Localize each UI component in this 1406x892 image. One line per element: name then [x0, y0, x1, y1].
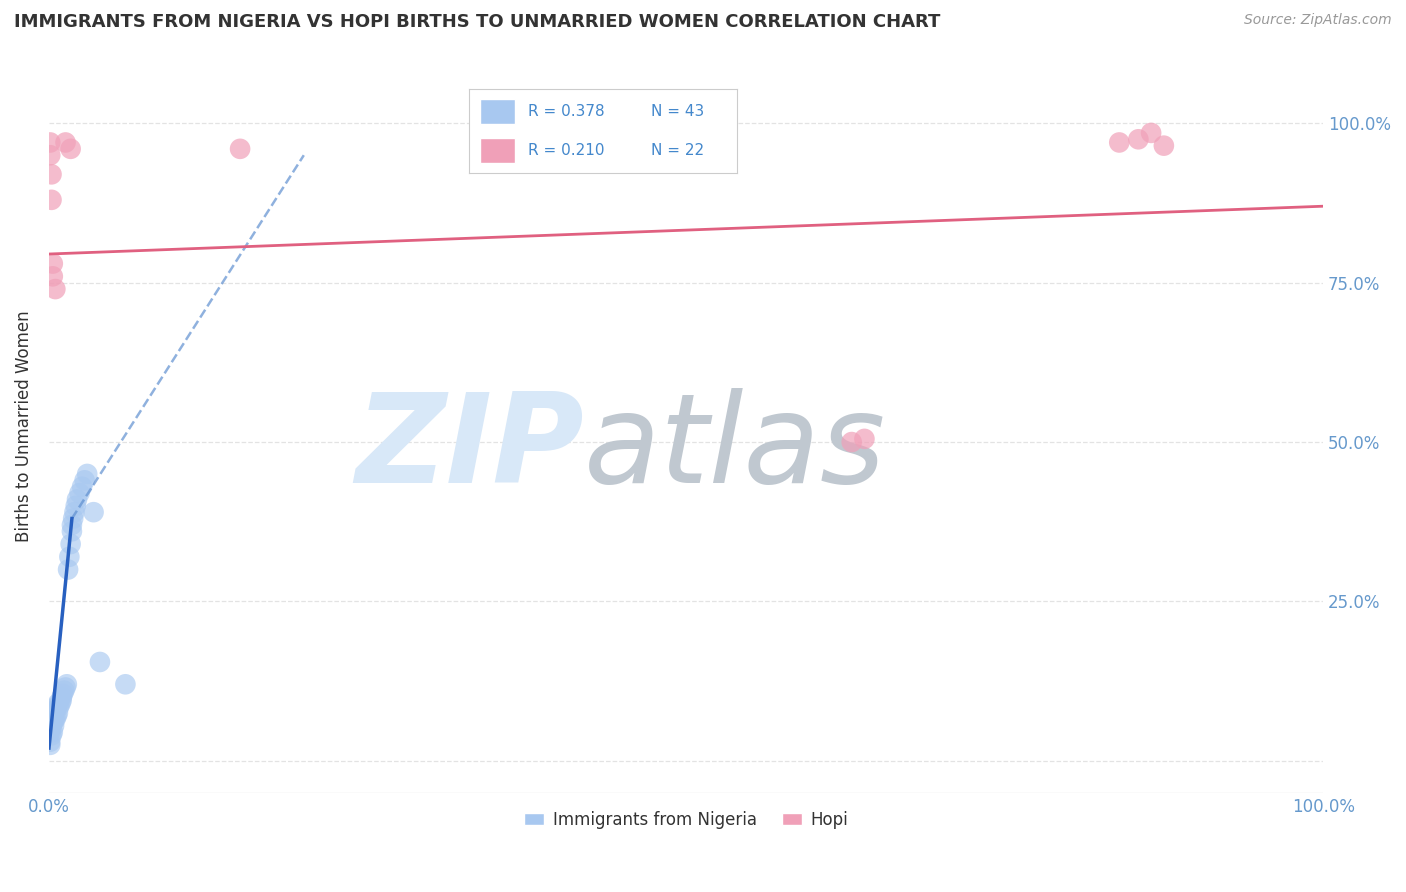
Point: [853, 432, 876, 446]
Point: [42, 715, 65, 730]
Point: [42, 709, 65, 723]
Point: [70, 480, 93, 494]
Point: [46, 697, 69, 711]
Text: IMMIGRANTS FROM NIGERIA VS HOPI BIRTHS TO UNMARRIED WOMEN CORRELATION CHART: IMMIGRANTS FROM NIGERIA VS HOPI BIRTHS T…: [14, 13, 941, 31]
Point: [42, 712, 65, 726]
Legend: Immigrants from Nigeria, Hopi: Immigrants from Nigeria, Hopi: [517, 805, 855, 836]
Point: [53, 683, 76, 698]
Text: atlas: atlas: [583, 388, 886, 508]
Point: [83, 505, 105, 519]
Point: [62, 511, 84, 525]
Point: [55, 136, 77, 150]
Point: [44, 282, 66, 296]
Point: [841, 435, 863, 450]
Point: [51, 693, 73, 707]
Point: [60, 517, 83, 532]
Point: [69, 486, 91, 500]
Point: [41, 167, 63, 181]
Point: [49, 697, 72, 711]
Point: [60, 524, 83, 539]
Point: [1108, 136, 1130, 150]
Point: [59, 537, 82, 551]
Point: [229, 142, 252, 156]
Point: [42, 719, 65, 733]
Point: [114, 677, 136, 691]
Point: [39, 725, 62, 739]
Text: ZIP: ZIP: [356, 388, 583, 508]
Point: [48, 699, 70, 714]
Point: [55, 681, 77, 695]
Point: [41, 719, 63, 733]
Point: [39, 738, 62, 752]
Point: [63, 505, 86, 519]
Point: [1140, 126, 1163, 140]
Point: [39, 722, 62, 736]
Y-axis label: Births to Unmarried Women: Births to Unmarried Women: [15, 310, 32, 542]
Point: [1128, 132, 1150, 146]
Point: [73, 473, 96, 487]
Point: [45, 699, 67, 714]
Point: [39, 148, 62, 162]
Point: [1153, 138, 1175, 153]
Point: [56, 677, 79, 691]
Point: [42, 256, 65, 270]
Point: [39, 734, 62, 748]
Point: [59, 142, 82, 156]
Point: [42, 706, 65, 720]
Point: [46, 706, 69, 720]
Point: [39, 136, 62, 150]
Point: [52, 687, 75, 701]
Point: [44, 712, 66, 726]
Point: [58, 549, 80, 564]
Point: [76, 467, 98, 481]
Point: [41, 728, 63, 742]
Point: [51, 690, 73, 704]
Point: [56, 563, 79, 577]
Point: [42, 725, 65, 739]
Text: Source: ZipAtlas.com: Source: ZipAtlas.com: [1244, 13, 1392, 28]
Point: [65, 499, 87, 513]
Point: [41, 193, 63, 207]
Point: [42, 269, 65, 284]
Point: [45, 709, 67, 723]
Point: [89, 655, 111, 669]
Point: [66, 492, 89, 507]
Point: [44, 703, 66, 717]
Point: [41, 712, 63, 726]
